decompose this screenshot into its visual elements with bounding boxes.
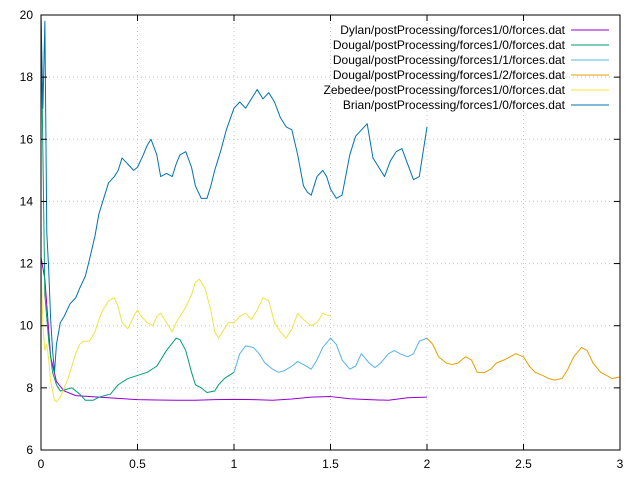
legend-label: Dougal/postProcessing/forces1/0/forces.d… bbox=[333, 38, 566, 52]
series-line-4 bbox=[426, 337, 620, 381]
y-tick-label: 14 bbox=[20, 194, 34, 208]
legend-label: Dylan/postProcessing/forces1/0/forces.da… bbox=[340, 23, 565, 37]
series-line-5 bbox=[41, 263, 331, 403]
legend-label: Dougal/postProcessing/forces1/1/forces.d… bbox=[333, 53, 566, 67]
series-line-6 bbox=[41, 15, 428, 373]
y-tick-label: 6 bbox=[26, 443, 33, 457]
y-tick-label: 20 bbox=[20, 8, 34, 22]
axis-ticks: 0 0.5 1 1.5 2 2.5 3 6 8 10 12 14 16 18 20 bbox=[20, 8, 624, 471]
legend: Dylan/postProcessing/forces1/0/forces.da… bbox=[324, 23, 609, 112]
x-tick-label: 3 bbox=[617, 457, 624, 471]
x-tick-label: 0.5 bbox=[129, 457, 146, 471]
x-tick-label: 2.5 bbox=[515, 457, 532, 471]
y-tick-label: 10 bbox=[20, 319, 34, 333]
y-tick-label: 8 bbox=[26, 381, 33, 395]
y-tick-label: 16 bbox=[20, 132, 34, 146]
x-tick-label: 2 bbox=[424, 457, 431, 471]
series-line-2 bbox=[41, 15, 235, 401]
legend-label: Zebedee/postProcessing/forces1/0/forces.… bbox=[324, 83, 566, 97]
y-tick-label: 18 bbox=[20, 70, 34, 84]
y-tick-label: 12 bbox=[20, 257, 34, 271]
x-tick-label: 1 bbox=[231, 457, 238, 471]
series-lines bbox=[41, 15, 620, 403]
series-line-1 bbox=[41, 257, 428, 401]
grid bbox=[41, 15, 620, 450]
legend-label: Brian/postProcessing/forces1/0/forces.da… bbox=[343, 98, 566, 112]
series-line-3 bbox=[233, 337, 428, 373]
x-tick-label: 1.5 bbox=[322, 457, 339, 471]
legend-label: Dougal/postProcessing/forces1/2/forces.d… bbox=[333, 68, 566, 82]
x-tick-label: 0 bbox=[38, 457, 45, 471]
